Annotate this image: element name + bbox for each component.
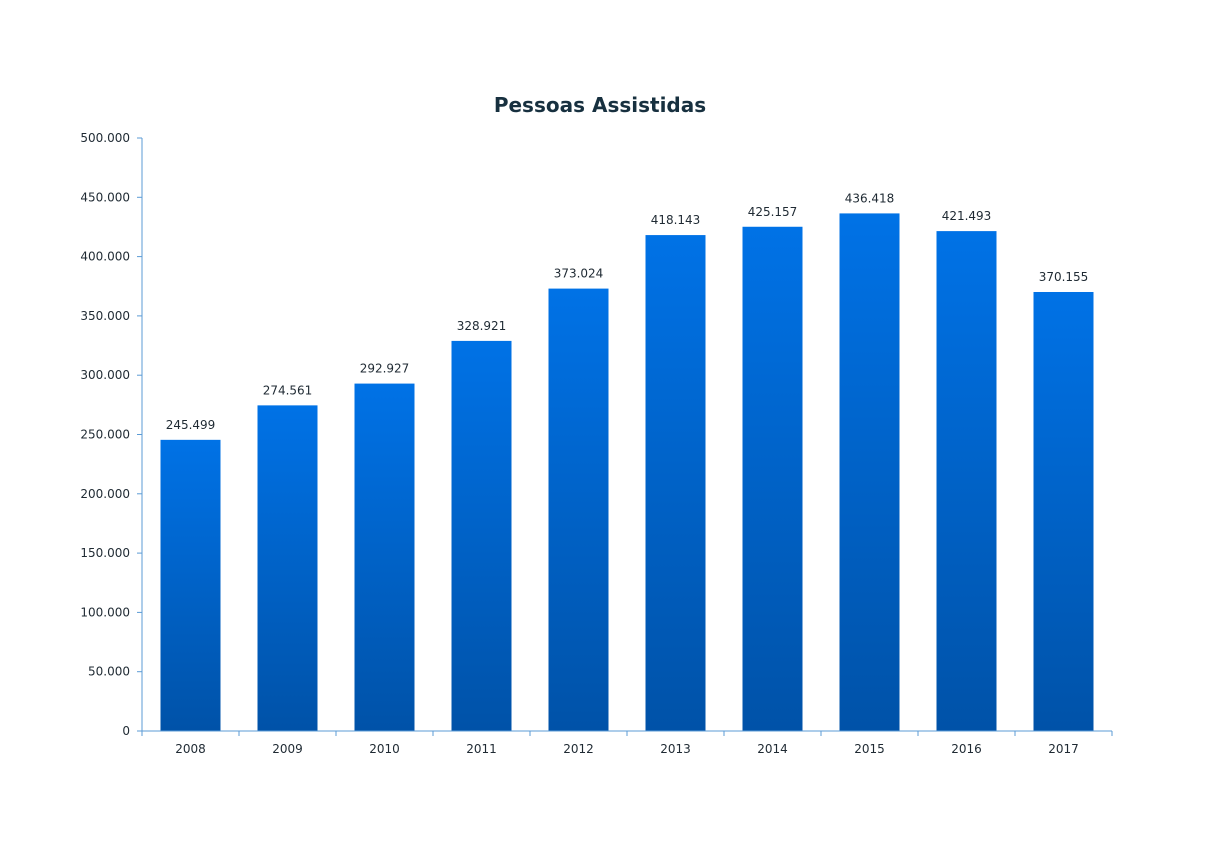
x-tick-label-2012: 2012: [563, 742, 594, 756]
bar-2015: [839, 213, 900, 731]
data-label-2014: 425.157: [748, 205, 798, 219]
data-label-2017: 370.155: [1039, 270, 1089, 284]
bar-2017: [1033, 291, 1094, 731]
bar-2008: [160, 439, 221, 731]
x-tick-label-2015: 2015: [854, 742, 885, 756]
x-tick-label-2017: 2017: [1048, 742, 1079, 756]
bar-2010: [354, 383, 415, 731]
data-label-2009: 274.561: [263, 383, 313, 397]
x-tick-label-2011: 2011: [466, 742, 497, 756]
data-label-2013: 418.143: [651, 213, 701, 227]
y-tick-label: 100.000: [80, 605, 130, 619]
y-tick-label: 250.000: [80, 428, 130, 442]
data-label-2011: 328.921: [457, 319, 507, 333]
bar-2011: [451, 340, 512, 731]
data-labels-group: 245.499 274.561 292.927 328.921 373.024 418.1…: [166, 191, 1089, 431]
data-label-2012: 373.024: [554, 267, 604, 281]
bar-2014: [742, 226, 803, 731]
y-tick-label: 0: [122, 724, 130, 738]
x-tick-label-2010: 2010: [369, 742, 400, 756]
data-label-2008: 245.499: [166, 418, 216, 432]
x-tick-label-2013: 2013: [660, 742, 691, 756]
bar-2016: [936, 231, 997, 731]
y-tick-label: 450.000: [80, 190, 130, 204]
x-axis: 2008 2009 2010 2011 2012 2013 2014 2015 2016 2017: [141, 730, 1113, 756]
data-label-2015: 436.418: [845, 191, 895, 205]
y-tick-label: 500.000: [80, 131, 130, 145]
bar-2013: [645, 235, 706, 731]
y-tick-label: 300.000: [80, 368, 130, 382]
data-label-2016: 421.493: [942, 209, 992, 223]
x-tick-label-2014: 2014: [757, 742, 788, 756]
y-tick-label: 150.000: [80, 546, 130, 560]
y-axis: 0 50.000 100.000 150.000 200.000 250.000 300.0…: [80, 131, 143, 738]
chart-title: Pessoas Assistidas: [494, 93, 706, 117]
x-tick-label-2016: 2016: [951, 742, 982, 756]
y-tick-label: 400.000: [80, 250, 130, 264]
x-tick-label-2008: 2008: [175, 742, 206, 756]
y-tick-label: 50.000: [88, 665, 130, 679]
bar-2009: [257, 405, 318, 731]
y-tick-label: 350.000: [80, 309, 130, 323]
bar-2012: [548, 288, 609, 731]
y-tick-label: 200.000: [80, 487, 130, 501]
x-tick-label-2009: 2009: [272, 742, 303, 756]
bars-group: [160, 213, 1094, 731]
data-label-2010: 292.927: [360, 362, 410, 376]
